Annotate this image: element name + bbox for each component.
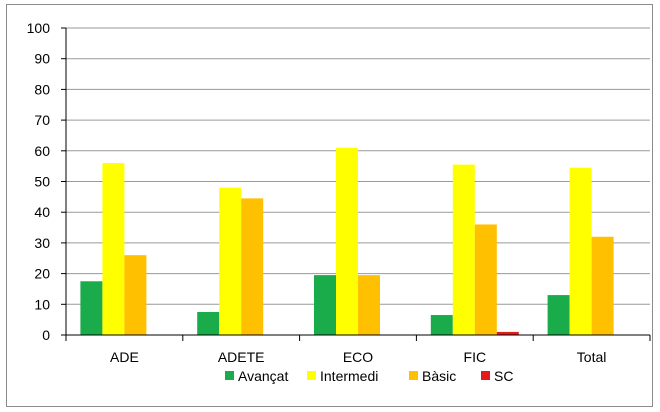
bar <box>336 147 358 335</box>
legend-swatch <box>307 371 316 380</box>
legend-swatch <box>409 371 418 380</box>
y-tick-label: 70 <box>34 112 50 128</box>
y-axis-ticks: 0 10 20 30 40 50 60 70 80 90 100 <box>27 20 66 343</box>
legend-label: Intermedi <box>320 368 378 384</box>
bar <box>358 275 380 335</box>
bar <box>80 281 103 335</box>
x-category-label: FIC <box>464 349 487 365</box>
y-tick-label: 20 <box>34 266 50 282</box>
bar <box>547 295 570 335</box>
bar <box>314 275 336 335</box>
bar <box>219 187 242 335</box>
bar <box>474 224 497 335</box>
bar <box>241 198 264 335</box>
bar <box>430 315 453 335</box>
legend-label: SC <box>494 368 513 384</box>
y-tick-label: 0 <box>42 327 50 343</box>
y-tick-label: 30 <box>34 235 50 251</box>
bar <box>197 311 220 335</box>
y-tick-label: 40 <box>34 204 50 220</box>
axes <box>65 28 651 341</box>
bars <box>80 147 614 335</box>
x-category-label: Total <box>577 349 607 365</box>
y-tick-label: 90 <box>34 51 50 67</box>
bar <box>496 331 519 335</box>
x-axis-categories: ADE ADETE ECO FIC Total <box>110 349 606 365</box>
x-category-label: ADE <box>110 349 139 365</box>
bar <box>591 236 614 335</box>
y-tick-label: 80 <box>34 81 50 97</box>
y-tick-label: 10 <box>34 296 50 312</box>
bar <box>569 167 592 335</box>
bar <box>124 255 147 335</box>
bar <box>452 164 475 335</box>
bar <box>102 163 125 335</box>
legend-swatch <box>481 371 490 380</box>
y-tick-label: 50 <box>34 174 50 190</box>
x-category-label: ECO <box>343 349 373 365</box>
legend-label: Bàsic <box>422 368 456 384</box>
legend: Avançat Intermedi Bàsic SC <box>225 368 513 384</box>
y-tick-label: 100 <box>27 20 51 36</box>
x-category-label: ADETE <box>218 349 265 365</box>
y-tick-label: 60 <box>34 143 50 159</box>
legend-swatch <box>225 371 234 380</box>
legend-label: Avançat <box>238 368 288 384</box>
